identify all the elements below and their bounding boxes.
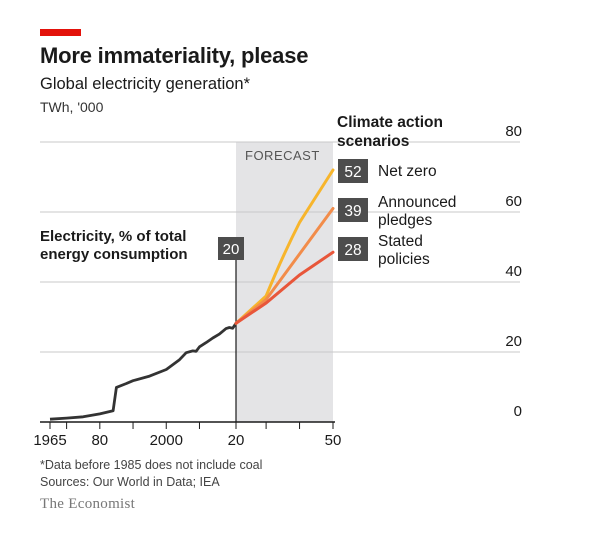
stated-policies-value-box	[338, 237, 368, 261]
chart-units: TWh, '000	[40, 99, 104, 115]
announced-pledges-name-line1: Announced	[378, 194, 456, 211]
annotation-value: 20	[223, 241, 240, 258]
y-tick-label: 0	[514, 403, 522, 420]
x-tick-label: 20	[228, 432, 245, 449]
chart-subtitle: Global electricity generation*	[40, 75, 251, 93]
announced-pledges-value-box	[338, 198, 368, 222]
legend-title-line2: scenarios	[337, 133, 409, 150]
y-tick-label: 40	[505, 263, 522, 280]
stated-policies-name-line1: Stated	[378, 233, 423, 250]
announced-pledges-value: 39	[344, 203, 361, 220]
y-tick-label: 60	[505, 193, 522, 210]
brand-red-rule	[40, 29, 81, 36]
footnote-block: *Data before 1985 does not include coal …	[40, 457, 262, 491]
economist-logo: The Economist	[40, 496, 136, 512]
x-tick-label: 2000	[150, 432, 183, 449]
x-tick-label: 50	[325, 432, 342, 449]
annotation-text-line1: Electricity, % of total	[40, 228, 186, 245]
net-zero-value-box	[338, 159, 368, 183]
annotation-value-box	[218, 237, 244, 260]
announced-pledges-name-line2: pledges	[378, 212, 433, 229]
x-tick-label: 1965	[33, 432, 66, 449]
history-line	[49, 322, 238, 421]
stated-policies-value: 28	[344, 242, 361, 259]
chart-title: More immateriality, please	[40, 43, 309, 68]
stated-policies-line	[234, 250, 335, 325]
sources-text: Sources: Our World in Data; IEA	[40, 475, 220, 489]
footnote-text: *Data before 1985 does not include coal	[40, 458, 263, 472]
y-tick-label: 80	[505, 123, 522, 140]
annotation-text-line2: energy consumption	[40, 246, 188, 263]
forecast-label: FORECAST	[245, 148, 320, 163]
x-tick-label: 80	[91, 432, 108, 449]
net-zero-value: 52	[344, 164, 361, 181]
y-tick-label: 20	[505, 333, 522, 350]
legend-title-line1: Climate action	[337, 114, 443, 131]
stated-policies-name-line2: policies	[378, 251, 430, 268]
net-zero-name-line1: Net zero	[378, 163, 437, 180]
